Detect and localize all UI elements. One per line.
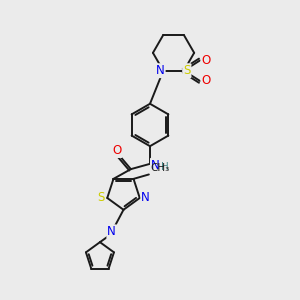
Text: H: H: [161, 162, 169, 172]
Text: S: S: [183, 64, 190, 77]
Text: O: O: [201, 74, 211, 88]
Text: O: O: [201, 54, 211, 67]
Text: N: N: [151, 159, 160, 172]
Text: O: O: [112, 144, 122, 157]
Text: S: S: [97, 191, 104, 205]
Text: N: N: [107, 225, 116, 239]
Text: N: N: [141, 191, 150, 205]
Text: N: N: [156, 64, 165, 77]
Text: CH₃: CH₃: [150, 163, 170, 173]
